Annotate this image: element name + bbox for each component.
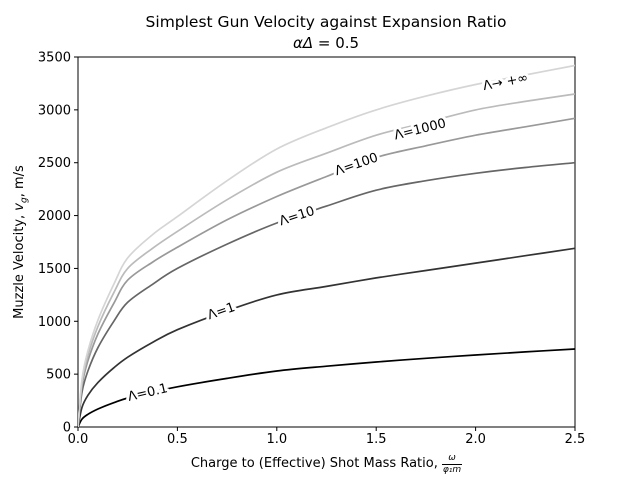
y-tick-label: 3500 <box>38 51 71 66</box>
y-tick-label: 2000 <box>38 209 71 224</box>
x-tick-label: 0.5 <box>167 432 188 447</box>
x-tick-label: 2.0 <box>465 432 486 447</box>
curves-group <box>78 64 575 427</box>
x-axis-label: Charge to (Effective) Shot Mass Ratio, ω… <box>78 449 575 477</box>
x-axis-label-fraction: ω φ₁m <box>441 453 463 475</box>
curve-label-lambda-10: Λ=10 <box>277 204 316 229</box>
y-tick-label: 1500 <box>38 262 71 277</box>
x-axis-fraction-numerator: ω <box>448 453 456 464</box>
curve-label-lambda-0-1: Λ=0.1 <box>126 381 169 405</box>
x-axis-label-text: Charge to (Effective) Shot Mass Ratio, <box>190 455 438 471</box>
y-axis-label: Muzzle Velocity, vg, m/s <box>12 32 30 452</box>
curve-lambda-0-1 <box>78 348 575 427</box>
curve-label-lambda-inf: Λ→ +∞ <box>482 71 530 94</box>
x-axis-fraction-denominator: φ₁m <box>441 463 463 475</box>
y-tick-label: 0 <box>63 421 71 436</box>
y-axis-label-variable: vg <box>12 197 30 211</box>
y-tick-label: 500 <box>46 368 71 383</box>
curve-lambda-100 <box>78 117 575 427</box>
curve-label-lambda-100: Λ=100 <box>333 150 380 179</box>
subtitle-value: = 0.5 <box>313 34 360 52</box>
y-tick-label: 3000 <box>38 103 71 118</box>
curve-lambda-1 <box>78 247 575 427</box>
curve-lambda-1000 <box>78 93 575 427</box>
curve-lambda-10 <box>78 161 575 427</box>
x-tick-label: 2.5 <box>565 432 586 447</box>
x-tick-label: 1.5 <box>366 432 387 447</box>
chart-subtitle: αΔ = 0.5 <box>6 34 640 52</box>
curve-label-lambda-1: Λ=1 <box>206 300 237 323</box>
y-axis-label-text: Muzzle Velocity, <box>12 210 27 319</box>
axes-box <box>77 56 576 428</box>
y-tick-label: 2500 <box>38 156 71 171</box>
x-tick-label: 1.0 <box>266 432 287 447</box>
x-tick-label: 0.0 <box>68 432 89 447</box>
y-tick-label: 1000 <box>38 315 71 330</box>
curve-label-lambda-1000: Λ=1000 <box>393 116 448 143</box>
y-axis-label-units: , m/s <box>12 165 27 198</box>
curve-lambda-inf <box>78 64 575 427</box>
subtitle-symbols: αΔ <box>292 34 314 52</box>
chart-title: Simplest Gun Velocity against Expansion … <box>145 13 507 31</box>
